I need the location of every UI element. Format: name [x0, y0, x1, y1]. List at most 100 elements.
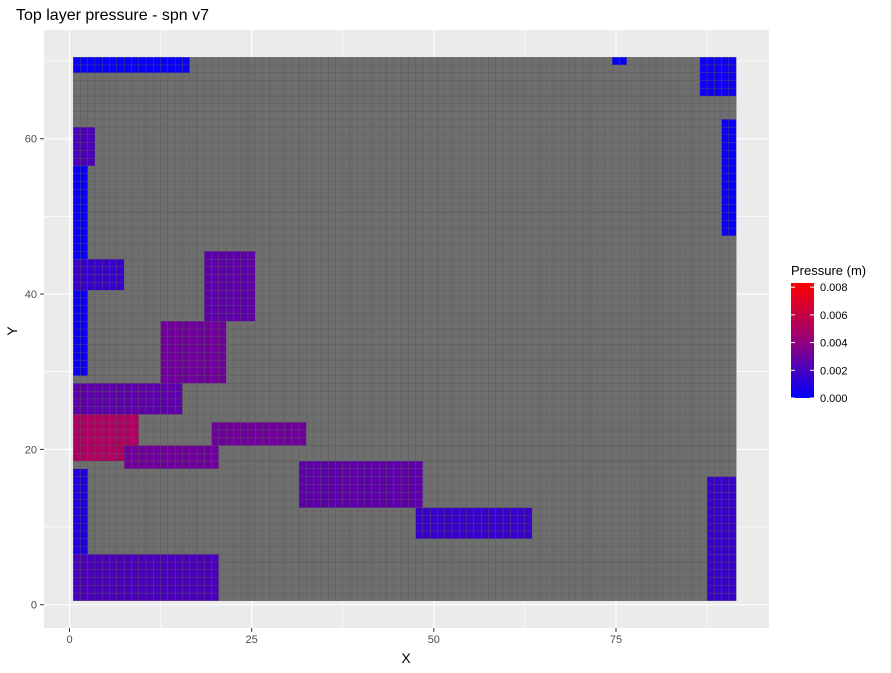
heatmap-cell — [517, 220, 526, 229]
heatmap-cell-pressure — [204, 569, 212, 578]
heatmap-cell — [328, 290, 336, 299]
heatmap-cell-pressure — [204, 445, 212, 454]
heatmap-cell — [226, 453, 234, 462]
heatmap-cell — [663, 321, 671, 330]
heatmap-cell-pressure — [306, 491, 314, 501]
heatmap-cell — [313, 554, 322, 563]
heatmap-cell — [619, 274, 628, 283]
heatmap-cell — [510, 204, 518, 213]
heatmap-cell — [546, 344, 555, 353]
heatmap-cell — [379, 577, 387, 586]
heatmap-cell — [721, 258, 730, 268]
heatmap-cell — [502, 398, 511, 407]
heatmap-cell — [655, 390, 664, 400]
heatmap-cell-pressure — [80, 577, 88, 586]
heatmap-cell — [590, 196, 598, 205]
heatmap-cell — [291, 585, 300, 594]
heatmap-cell-pressure — [73, 258, 81, 268]
heatmap-cell — [612, 321, 620, 330]
heatmap-cell — [87, 204, 96, 213]
heatmap-cell — [218, 390, 227, 400]
heatmap-cell — [706, 344, 715, 353]
heatmap-cell — [386, 196, 394, 205]
heatmap-cell — [546, 367, 555, 376]
heatmap-cell — [444, 406, 453, 415]
heatmap-cell — [284, 227, 292, 236]
heatmap-cell — [590, 476, 598, 485]
heatmap-cell — [546, 313, 555, 322]
heatmap-cell-pressure — [167, 561, 176, 570]
heatmap-cell — [386, 204, 394, 213]
heatmap-cell — [349, 367, 358, 376]
heatmap-cell — [437, 243, 445, 252]
heatmap-cell — [466, 414, 475, 423]
heatmap-cell — [612, 491, 620, 501]
heatmap-cell — [488, 251, 496, 260]
heatmap-cell — [604, 592, 613, 601]
heatmap-cell — [430, 266, 438, 275]
heatmap-cell-pressure — [298, 422, 307, 431]
heatmap-cell — [510, 437, 518, 446]
heatmap-cell — [196, 243, 205, 252]
heatmap-cell — [400, 375, 409, 384]
heatmap-cell — [262, 266, 271, 275]
heatmap-cell — [349, 344, 358, 353]
heatmap-cell — [255, 460, 263, 469]
heatmap-cell — [481, 321, 489, 330]
heatmap-cell — [400, 220, 409, 229]
heatmap-cell — [335, 561, 343, 570]
heatmap-cell — [626, 328, 635, 337]
heatmap-cell — [153, 297, 161, 306]
heatmap-cell — [371, 321, 380, 330]
heatmap-cell — [138, 235, 147, 244]
heatmap-cell — [648, 383, 657, 392]
heatmap-cell — [189, 414, 198, 423]
heatmap-cell — [692, 499, 700, 508]
heatmap-cell — [371, 266, 380, 275]
heatmap-cell — [612, 251, 620, 260]
heatmap-cell — [357, 220, 365, 229]
heatmap-cell — [670, 258, 679, 268]
heatmap-cell — [189, 538, 198, 547]
heatmap-cell-pressure — [255, 437, 263, 446]
heatmap-cell — [422, 243, 431, 252]
heatmap-cell — [648, 554, 657, 563]
heatmap-cell — [670, 390, 679, 400]
heatmap-cell — [291, 344, 300, 353]
heatmap-cell — [364, 189, 373, 198]
heatmap-cell — [466, 406, 475, 415]
heatmap-cell — [211, 406, 220, 415]
heatmap-cell — [655, 515, 664, 524]
heatmap-cell — [364, 243, 373, 252]
heatmap-cell — [444, 414, 453, 423]
heatmap-cell — [233, 336, 241, 345]
heatmap-cell — [677, 460, 686, 469]
heatmap-cell — [561, 499, 569, 508]
heatmap-cell — [721, 468, 730, 477]
heatmap-cell — [619, 189, 628, 198]
heatmap-cell — [692, 437, 700, 446]
heatmap-cell-pressure — [728, 227, 737, 236]
heatmap-cell — [204, 398, 212, 407]
heatmap-cell — [634, 196, 642, 205]
heatmap-cell — [175, 235, 183, 244]
heatmap-cell — [685, 344, 693, 353]
heatmap-cell — [313, 546, 322, 555]
heatmap-cell — [430, 220, 438, 229]
heatmap-cell — [510, 577, 518, 586]
heatmap-cell — [437, 406, 445, 415]
heatmap-cell — [408, 290, 416, 299]
heatmap-cell — [393, 359, 402, 368]
heatmap-cell — [553, 484, 562, 493]
heatmap-cell — [685, 258, 693, 268]
heatmap-cell — [342, 538, 351, 547]
heatmap-cell — [685, 538, 693, 547]
heatmap-cell-pressure — [415, 491, 424, 501]
heatmap-cell — [451, 445, 460, 454]
heatmap-cell — [459, 484, 467, 493]
heatmap-cell — [218, 445, 227, 454]
heatmap-cell — [583, 243, 591, 252]
heatmap-cell — [670, 592, 679, 601]
heatmap-cell — [568, 243, 577, 252]
heatmap-cell — [553, 453, 562, 462]
